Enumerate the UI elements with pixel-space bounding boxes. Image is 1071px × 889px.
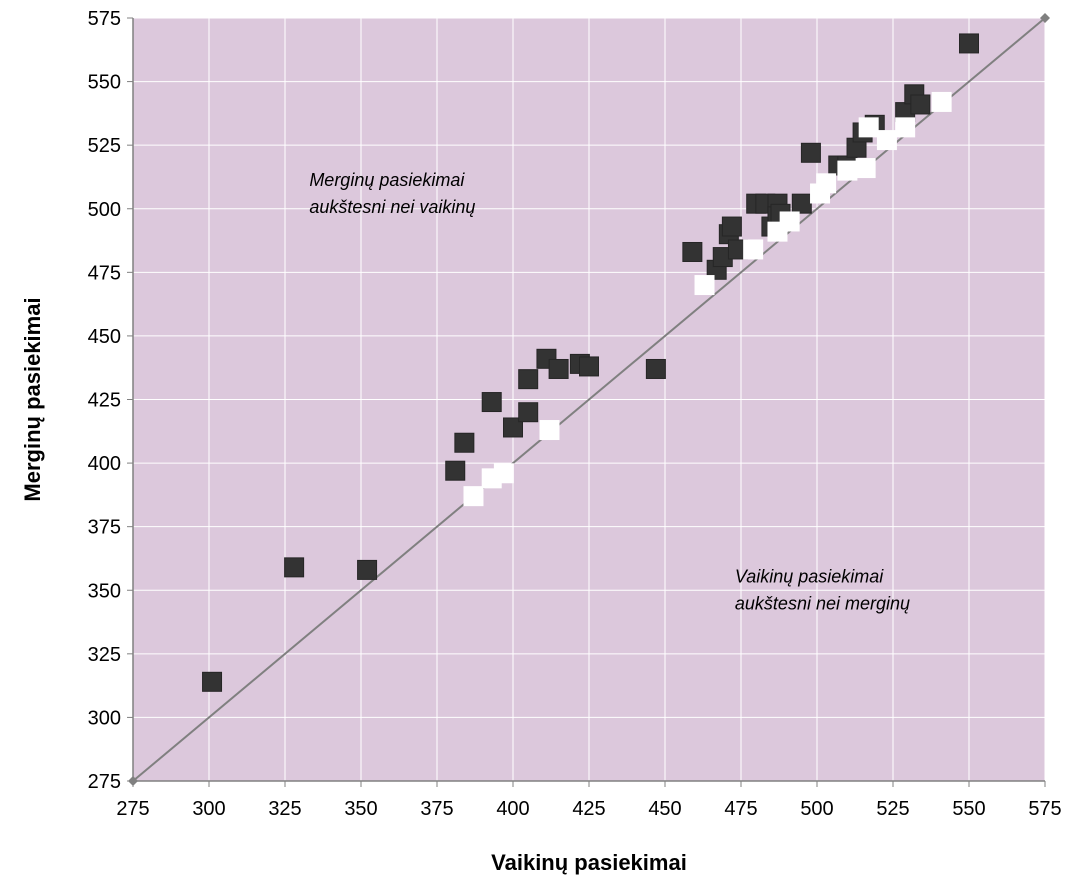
- y-tick-label: 400: [88, 453, 121, 475]
- data-point: [816, 173, 837, 194]
- data-point: [876, 130, 897, 151]
- y-tick-label: 550: [88, 72, 121, 94]
- y-tick-label: 325: [88, 644, 121, 666]
- data-point: [481, 392, 502, 413]
- data-point: [503, 417, 523, 438]
- data-point: [493, 463, 514, 484]
- data-point: [694, 275, 715, 296]
- data-points: [202, 33, 979, 692]
- x-tick-label: 325: [268, 798, 301, 820]
- data-point: [454, 432, 475, 453]
- data-point: [445, 460, 466, 481]
- data-point: [202, 671, 223, 692]
- y-tick-label: 300: [88, 707, 121, 729]
- annotation-text: aukštesni nei merginų: [735, 594, 910, 614]
- x-tick-label: 475: [724, 798, 757, 820]
- x-tick-label: 525: [876, 798, 909, 820]
- x-tick-label: 275: [116, 798, 149, 820]
- data-point: [800, 142, 821, 163]
- data-point: [959, 33, 979, 54]
- x-tick-label: 500: [800, 798, 833, 820]
- data-point: [858, 117, 879, 138]
- data-point: [682, 241, 703, 262]
- data-point: [743, 239, 764, 260]
- data-point: [357, 559, 378, 580]
- x-tick-label: 300: [192, 798, 225, 820]
- x-tick-label: 575: [1028, 798, 1061, 820]
- axes: [127, 17, 1046, 787]
- data-point: [518, 402, 539, 423]
- y-tick-label: 500: [88, 199, 121, 221]
- x-tick-label: 550: [952, 798, 985, 820]
- data-point: [548, 358, 569, 379]
- y-axis-title: Merginų pasiekimai: [20, 297, 45, 501]
- data-point: [721, 216, 742, 237]
- reference-line-end-marker: [128, 776, 138, 786]
- data-point: [855, 158, 876, 179]
- data-point: [910, 94, 931, 115]
- x-tick-label: 400: [496, 798, 529, 820]
- data-point: [931, 91, 952, 112]
- reference-line-end-marker: [1040, 13, 1050, 23]
- data-point: [463, 486, 484, 507]
- annotation-text: Merginų pasiekimai: [309, 170, 465, 190]
- x-tick-label: 450: [648, 798, 681, 820]
- data-point: [518, 369, 539, 390]
- annotation-text: Vaikinų pasiekimai: [735, 567, 884, 587]
- y-tick-label: 425: [88, 390, 121, 412]
- annotations: Merginų pasiekimai aukštesni nei vaikinų V…: [309, 170, 910, 614]
- data-point: [895, 117, 916, 138]
- y-tick-label: 450: [88, 326, 121, 348]
- y-tick-label: 475: [88, 262, 121, 284]
- x-tick-label: 375: [420, 798, 453, 820]
- y-tick-label: 275: [88, 771, 121, 793]
- data-point: [791, 193, 812, 214]
- y-tick-labels: 275 300 325 350 375 400 425 450 475 500 525 550 575: [88, 8, 121, 793]
- y-tick-label: 375: [88, 517, 121, 539]
- data-point: [539, 420, 560, 441]
- annotation-text: aukštesni nei vaikinų: [309, 197, 475, 217]
- y-tick-label: 575: [88, 8, 121, 30]
- y-tick-label: 350: [88, 580, 121, 602]
- x-tick-label: 350: [344, 798, 377, 820]
- data-point: [837, 160, 858, 181]
- data-point: [645, 358, 666, 379]
- grid-lines: [132, 17, 1046, 782]
- data-point: [579, 356, 599, 377]
- data-point: [779, 211, 800, 232]
- x-tick-labels: 275 300 325 350 375 400 425 450 475 500 525 550 575: [116, 798, 1061, 820]
- data-point: [284, 557, 305, 578]
- x-axis-title: Vaikinų pasiekimai: [491, 850, 687, 875]
- y-tick-label: 525: [88, 135, 121, 157]
- x-tick-label: 425: [572, 798, 605, 820]
